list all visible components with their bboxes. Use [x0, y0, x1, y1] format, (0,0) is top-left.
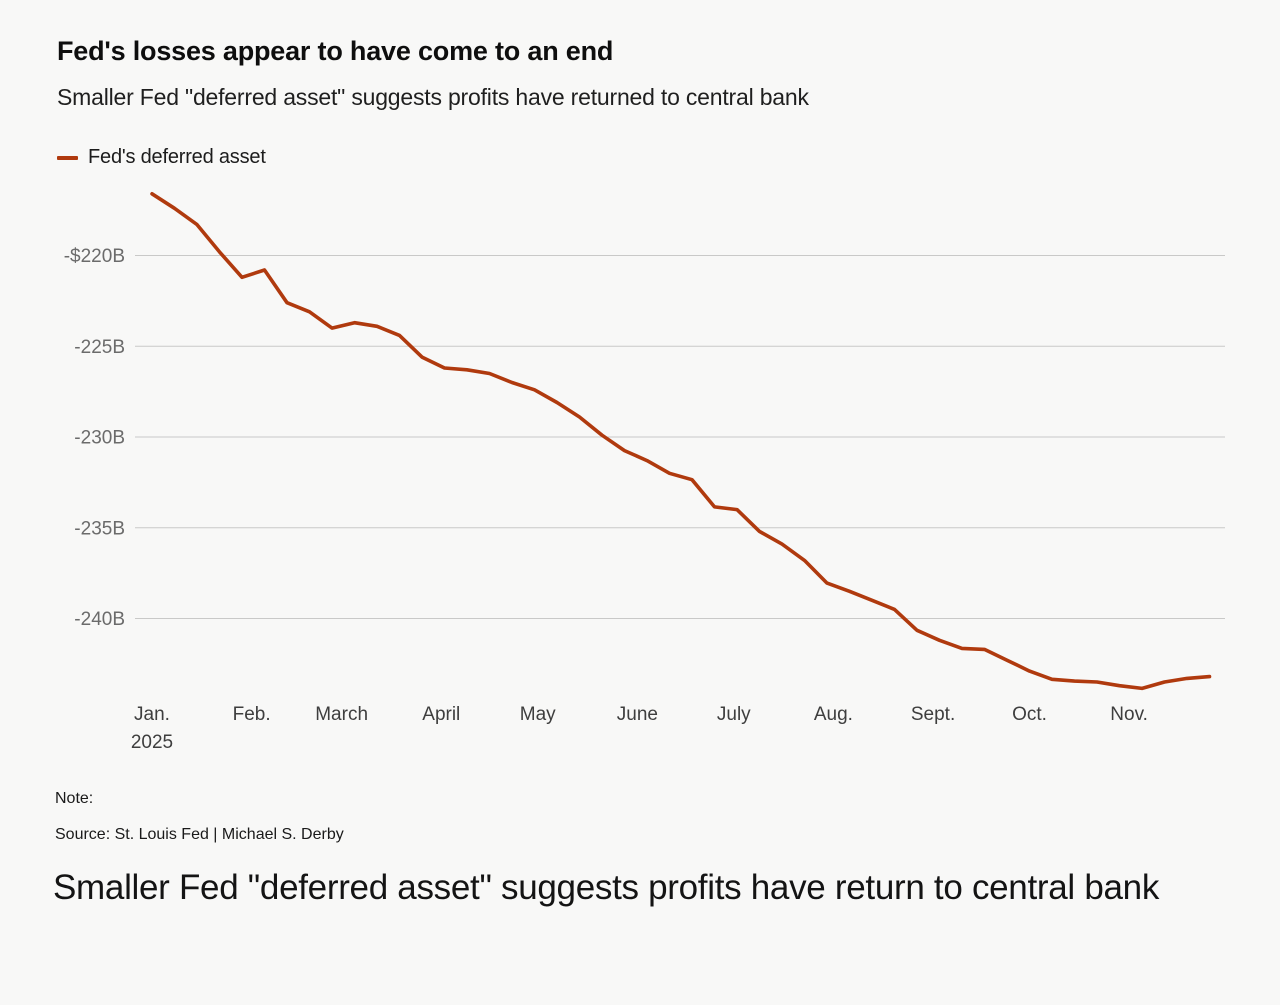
y-axis-tick-label: -230B: [74, 428, 125, 449]
x-axis-tick-label: April: [422, 704, 460, 725]
x-axis-tick-label: March: [315, 704, 368, 725]
x-axis-tick-label: Nov.: [1110, 704, 1148, 725]
legend-swatch-icon: [57, 156, 78, 160]
y-axis-tick-label: -225B: [74, 337, 125, 358]
series-line-fed-s-deferred-asset: [150, 192, 1212, 691]
x-axis-tick-label: Aug.: [814, 704, 853, 725]
chart-title: Fed's losses appear to have come to an e…: [57, 36, 614, 66]
line-chart: -$220B -225B -230B -235B -240B Jan. 2025 Feb. Ma…: [64, 192, 1225, 753]
x-axis-tick-label: Oct.: [1012, 704, 1047, 725]
source-text: Source: St. Louis Fed | Michael S. Derby: [55, 826, 344, 843]
y-axis-tick-label: -235B: [74, 518, 125, 539]
x-axis-tick-label: Jan.: [134, 704, 170, 725]
legend-label: Fed's deferred asset: [88, 146, 266, 168]
legend: Fed's deferred asset: [57, 146, 266, 169]
y-axis-tick-label: -$220B: [64, 246, 125, 267]
x-axis-tick-sublabel: 2025: [131, 732, 173, 753]
note-label: Note:: [55, 790, 94, 807]
x-axis-tick-label: Feb.: [233, 704, 271, 725]
x-axis-tick-label: June: [617, 704, 658, 725]
x-axis-tick-label: July: [717, 704, 751, 725]
footer-headline: Smaller Fed "deferred asset" suggests pr…: [53, 868, 1160, 907]
y-axis-tick-label: -240B: [74, 609, 125, 630]
x-axis-tick-label: May: [520, 704, 556, 725]
chart-subtitle: Smaller Fed "deferred asset" suggests pr…: [57, 84, 809, 110]
x-axis-tick-label: Sept.: [911, 704, 955, 725]
